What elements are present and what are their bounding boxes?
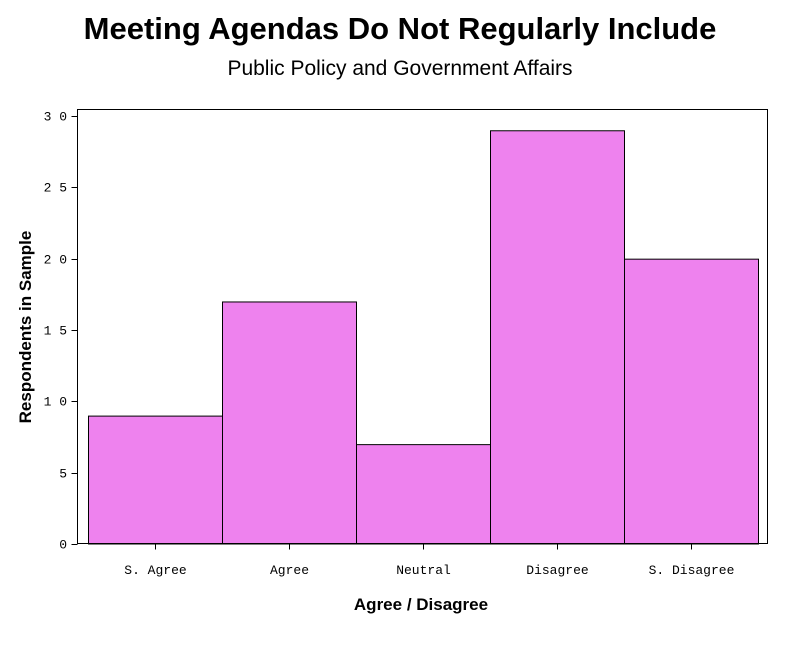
x-axis-label: Agree / Disagree — [354, 595, 488, 614]
chart-subtitle: Public Policy and Government Affairs — [227, 57, 572, 80]
x-tick-label: S. Agree — [124, 563, 186, 578]
chart-title: Meeting Agendas Do Not Regularly Include — [84, 11, 717, 46]
y-tick-label: 1 5 — [44, 324, 67, 339]
bar-disagree — [490, 130, 625, 545]
y-tick-label: 1 0 — [44, 395, 67, 410]
y-tick-label: 2 0 — [44, 253, 67, 268]
x-axis: S. Agree Agree Neutral Disagree S. Disagree — [124, 543, 735, 578]
bar-s-disagree — [624, 258, 759, 545]
x-tick-label: Disagree — [526, 563, 588, 578]
y-tick-label: 0 — [59, 538, 67, 553]
y-axis-label: Respondents in Sample — [16, 231, 35, 424]
x-tick-label: Neutral — [396, 563, 451, 578]
bar-s-agree — [88, 415, 223, 545]
bar-agree — [222, 301, 357, 545]
bar-neutral — [356, 444, 491, 545]
y-axis: 0 5 1 0 1 5 2 0 2 5 3 0 — [44, 110, 78, 553]
x-tick-label: Agree — [270, 563, 309, 578]
x-tick-label: S. Disagree — [649, 563, 735, 578]
y-tick-label: 5 — [59, 467, 67, 482]
y-tick-label: 2 5 — [44, 181, 67, 196]
y-tick-label: 3 0 — [44, 110, 67, 125]
bars-group — [88, 130, 759, 545]
plot-frame — [77, 109, 768, 544]
